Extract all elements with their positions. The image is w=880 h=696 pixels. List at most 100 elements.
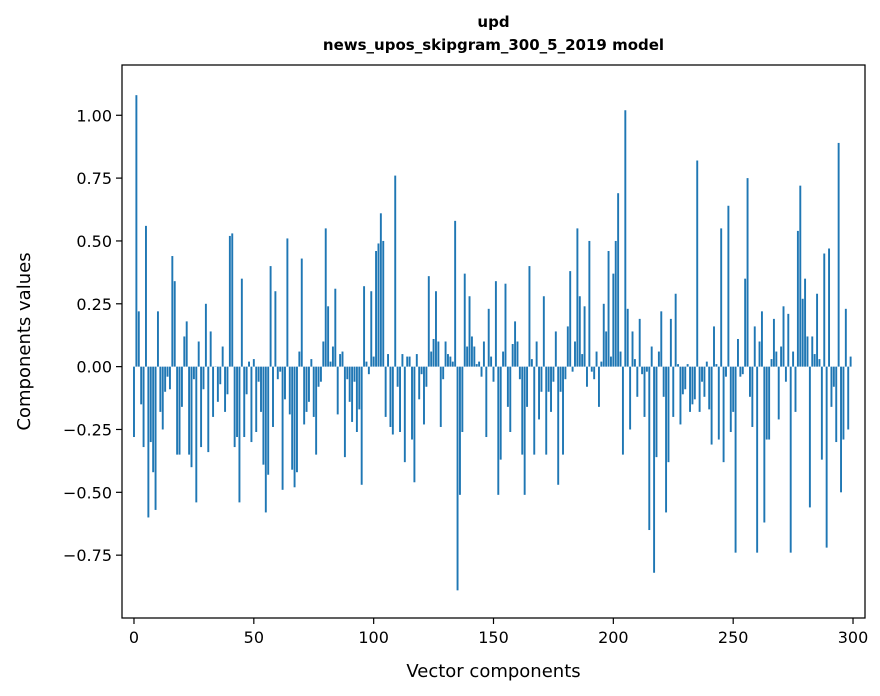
bar (142, 366, 145, 448)
bar (732, 366, 735, 412)
bar (307, 366, 310, 402)
bar (660, 311, 663, 367)
y-tick-label: 0.00 (76, 358, 112, 377)
bar (339, 354, 342, 367)
bar (717, 366, 720, 440)
bar (466, 346, 469, 367)
bar (224, 366, 227, 412)
bar (770, 359, 773, 367)
bar (226, 366, 229, 395)
y-axis: −0.75 −0.50 −0.25 0.00 0.25 0.50 0.75 1.00 (63, 106, 122, 565)
bar (260, 366, 262, 412)
x-axis: 0 50 100 150 200 250 300 (129, 618, 868, 647)
bar (262, 366, 265, 465)
bar (236, 366, 239, 438)
bar (389, 366, 392, 427)
bar (348, 366, 351, 402)
bar (425, 366, 428, 387)
bar (279, 366, 282, 372)
bar (509, 366, 512, 432)
bar (832, 366, 835, 387)
bar (272, 366, 274, 427)
bar (787, 313, 790, 367)
bar (276, 366, 279, 380)
bar (559, 366, 562, 392)
bar (411, 366, 413, 440)
bar (447, 354, 449, 367)
bar (557, 366, 560, 485)
bar (840, 366, 842, 493)
bar (183, 336, 186, 367)
bar (185, 321, 188, 367)
bar (758, 341, 761, 367)
bar (538, 366, 540, 420)
bar (355, 366, 358, 432)
bar (403, 366, 406, 463)
bar (703, 366, 706, 397)
bar (701, 366, 703, 382)
bar (609, 356, 612, 367)
y-tick-label: −0.25 (63, 420, 112, 439)
bar (595, 351, 598, 367)
bar (763, 366, 766, 523)
bar (399, 366, 401, 432)
bar (775, 351, 778, 367)
bar (648, 366, 651, 531)
bar (713, 326, 715, 367)
bar (796, 230, 799, 367)
bar (288, 366, 291, 415)
bar (379, 213, 382, 367)
bar (490, 356, 493, 367)
bar (590, 366, 593, 372)
bar (482, 341, 485, 367)
bar (729, 366, 732, 432)
bar (454, 220, 457, 367)
bar (684, 366, 687, 390)
x-tick-label: 200 (598, 628, 629, 647)
bar (847, 366, 850, 430)
bar (576, 228, 579, 367)
bar (245, 366, 248, 395)
bar (166, 366, 169, 377)
bar (598, 366, 600, 407)
bar (336, 366, 339, 415)
bar (715, 364, 718, 367)
bar (624, 110, 627, 367)
bar (363, 286, 366, 367)
bar (238, 366, 241, 503)
bar (504, 283, 507, 367)
bar (401, 354, 404, 367)
bar (744, 278, 747, 367)
bar (811, 336, 814, 367)
bar (686, 364, 689, 367)
bar (188, 366, 191, 455)
bar (168, 366, 171, 390)
bar (641, 366, 644, 375)
bar (708, 366, 711, 410)
x-tick-label: 150 (478, 628, 509, 647)
bar (358, 366, 361, 410)
bar (492, 366, 495, 382)
bar (149, 366, 152, 443)
bar (444, 341, 447, 367)
bar (463, 273, 466, 367)
bar (667, 366, 670, 463)
bar (341, 351, 344, 367)
bar (439, 366, 442, 427)
bar (154, 366, 157, 510)
bar (720, 228, 723, 367)
bar (765, 366, 768, 440)
x-tick-label: 250 (718, 628, 749, 647)
bar (408, 356, 411, 367)
bar (588, 240, 591, 367)
bar (545, 366, 548, 455)
bar (813, 354, 816, 367)
y-tick-label: 0.75 (76, 169, 112, 188)
bar (370, 291, 373, 367)
bar (159, 366, 162, 412)
bar (384, 366, 387, 417)
bar (470, 336, 473, 367)
bar (228, 235, 231, 367)
y-tick-label: −0.75 (63, 546, 112, 565)
bar (511, 344, 514, 367)
